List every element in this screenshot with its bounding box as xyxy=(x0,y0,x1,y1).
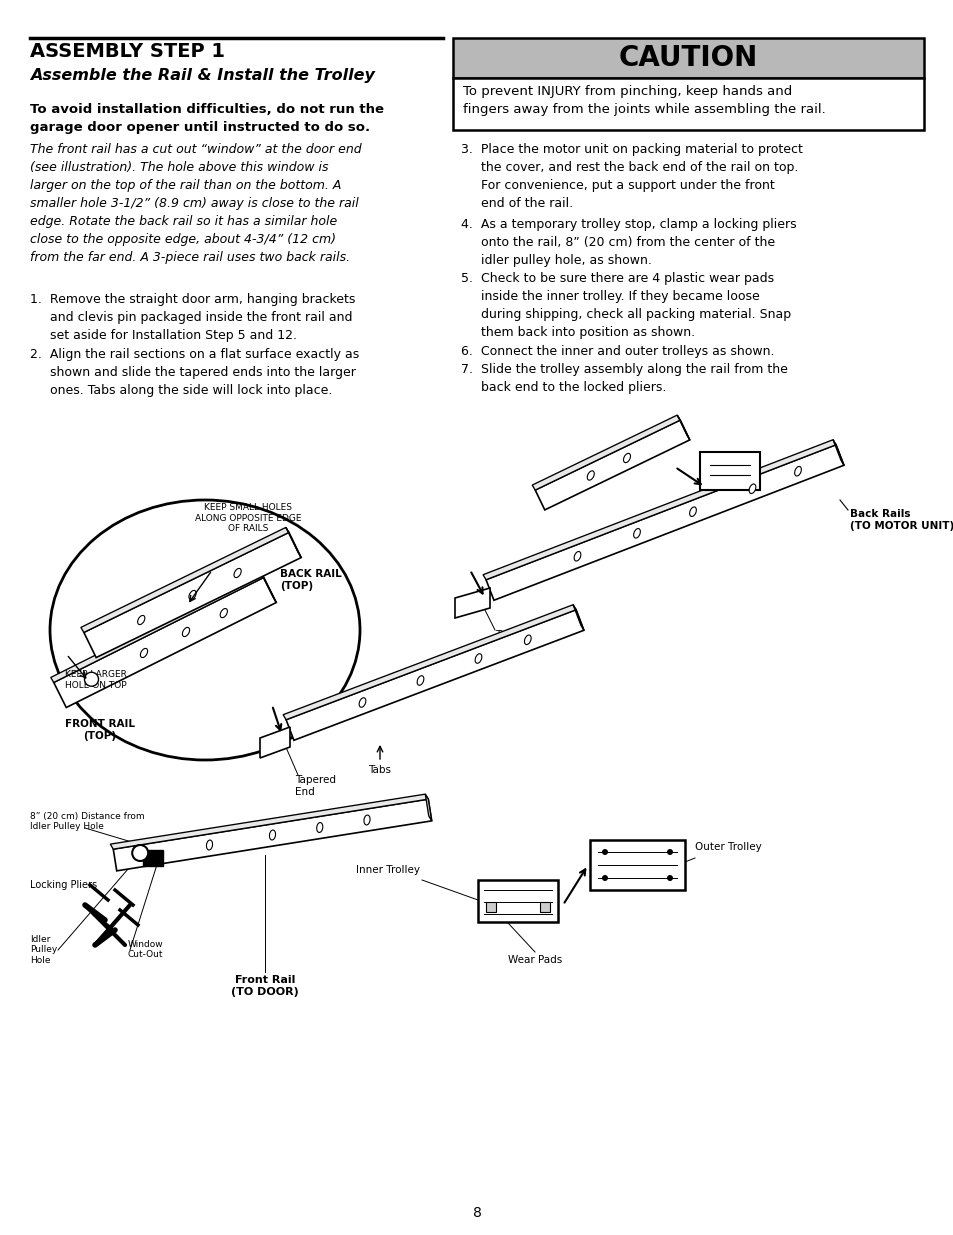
FancyBboxPatch shape xyxy=(485,902,496,911)
Ellipse shape xyxy=(182,627,190,636)
Circle shape xyxy=(132,845,148,861)
Circle shape xyxy=(601,876,607,881)
Circle shape xyxy=(666,848,672,855)
Polygon shape xyxy=(286,527,301,557)
Text: 7.  Slide the trolley assembly along the rail from the
     back end to the lock: 7. Slide the trolley assembly along the … xyxy=(460,363,787,394)
Text: 5.  Check to be sure there are 4 plastic wear pads
     inside the inner trolley: 5. Check to be sure there are 4 plastic … xyxy=(460,272,790,338)
Polygon shape xyxy=(425,794,432,821)
Ellipse shape xyxy=(633,529,639,538)
FancyBboxPatch shape xyxy=(700,452,760,490)
Text: Tabs: Tabs xyxy=(368,764,391,776)
Text: KEEP LARGER
HOLE ON TOP: KEEP LARGER HOLE ON TOP xyxy=(65,671,127,689)
Text: Tapered
End: Tapered End xyxy=(495,630,536,652)
Ellipse shape xyxy=(587,471,594,480)
Polygon shape xyxy=(53,578,276,708)
Polygon shape xyxy=(286,610,583,740)
FancyBboxPatch shape xyxy=(453,78,923,130)
Polygon shape xyxy=(283,605,576,720)
Ellipse shape xyxy=(363,815,370,825)
Ellipse shape xyxy=(748,484,755,494)
Ellipse shape xyxy=(220,609,227,618)
Polygon shape xyxy=(677,415,689,440)
Ellipse shape xyxy=(416,676,423,685)
Text: Assemble the Rail & Install the Trolley: Assemble the Rail & Install the Trolley xyxy=(30,68,375,83)
Polygon shape xyxy=(84,532,301,657)
Text: Window
Cut-Out: Window Cut-Out xyxy=(128,940,164,960)
Polygon shape xyxy=(260,727,290,758)
Polygon shape xyxy=(260,573,276,603)
Ellipse shape xyxy=(475,653,481,663)
Text: Back Rails
(TO MOTOR UNIT): Back Rails (TO MOTOR UNIT) xyxy=(849,509,953,531)
Ellipse shape xyxy=(574,552,580,561)
Text: ASSEMBLY STEP 1: ASSEMBLY STEP 1 xyxy=(30,42,225,61)
Circle shape xyxy=(85,672,98,687)
Text: 8” (20 cm) Distance from
Idler Pulley Hole: 8” (20 cm) Distance from Idler Pulley Ho… xyxy=(30,811,145,831)
Polygon shape xyxy=(111,794,428,850)
Text: Outer Trolley: Outer Trolley xyxy=(695,842,760,852)
Text: Locking Pliers: Locking Pliers xyxy=(30,881,97,890)
Polygon shape xyxy=(455,588,490,618)
Text: 3.  Place the motor unit on packing material to protect
     the cover, and rest: 3. Place the motor unit on packing mater… xyxy=(460,143,802,210)
Text: Idler
Pulley
Hole: Idler Pulley Hole xyxy=(30,935,57,965)
FancyBboxPatch shape xyxy=(589,840,684,890)
Circle shape xyxy=(666,876,672,881)
Text: 4.  As a temporary trolley stop, clamp a locking pliers
     onto the rail, 8” (: 4. As a temporary trolley stop, clamp a … xyxy=(460,219,796,267)
Ellipse shape xyxy=(623,453,630,463)
Polygon shape xyxy=(573,605,583,630)
Ellipse shape xyxy=(689,506,696,516)
Ellipse shape xyxy=(316,823,322,832)
Text: Inner Trolley: Inner Trolley xyxy=(355,864,419,876)
Text: To prevent INJURY from pinching, keep hands and
fingers away from the joints whi: To prevent INJURY from pinching, keep ha… xyxy=(462,85,825,116)
Text: Wear Pads: Wear Pads xyxy=(507,955,561,965)
Text: FRONT RAIL
(TOP): FRONT RAIL (TOP) xyxy=(65,719,135,741)
FancyBboxPatch shape xyxy=(453,38,923,78)
FancyBboxPatch shape xyxy=(143,850,163,866)
Text: KEEP SMALL HOLES
ALONG OPPOSITE EDGE
OF RAILS: KEEP SMALL HOLES ALONG OPPOSITE EDGE OF … xyxy=(194,503,301,532)
Text: 1.  Remove the straight door arm, hanging brackets
     and clevis pin packaged : 1. Remove the straight door arm, hanging… xyxy=(30,293,355,342)
Ellipse shape xyxy=(794,467,801,475)
Ellipse shape xyxy=(137,615,145,625)
Text: 6.  Connect the inner and outer trolleys as shown.: 6. Connect the inner and outer trolleys … xyxy=(460,345,774,358)
Text: 8: 8 xyxy=(472,1207,481,1220)
Ellipse shape xyxy=(189,590,196,599)
Circle shape xyxy=(601,848,607,855)
FancyBboxPatch shape xyxy=(539,902,550,911)
Ellipse shape xyxy=(269,830,275,840)
FancyBboxPatch shape xyxy=(477,881,558,923)
Text: Tapered
End: Tapered End xyxy=(294,776,335,797)
Ellipse shape xyxy=(233,568,241,578)
Text: The front rail has a cut out “window” at the door end
(see illustration). The ho: The front rail has a cut out “window” at… xyxy=(30,143,361,264)
Polygon shape xyxy=(832,440,843,466)
Polygon shape xyxy=(485,445,843,600)
Polygon shape xyxy=(51,573,263,683)
Text: Front Rail
(TO DOOR): Front Rail (TO DOOR) xyxy=(231,974,298,997)
Polygon shape xyxy=(532,415,679,490)
Text: 2.  Align the rail sections on a flat surface exactly as
     shown and slide th: 2. Align the rail sections on a flat sur… xyxy=(30,348,359,396)
Text: BACK RAIL
(TOP): BACK RAIL (TOP) xyxy=(280,569,341,590)
Ellipse shape xyxy=(50,500,359,760)
Ellipse shape xyxy=(140,648,148,657)
Polygon shape xyxy=(113,799,432,871)
Polygon shape xyxy=(81,527,289,632)
Polygon shape xyxy=(482,440,835,579)
Ellipse shape xyxy=(524,635,531,645)
Ellipse shape xyxy=(358,698,365,708)
Text: To avoid installation difficulties, do not run the
garage door opener until inst: To avoid installation difficulties, do n… xyxy=(30,103,384,135)
Polygon shape xyxy=(535,420,689,510)
Text: CAUTION: CAUTION xyxy=(618,44,758,72)
Text: Trolley: Trolley xyxy=(767,466,803,475)
Ellipse shape xyxy=(206,840,213,850)
